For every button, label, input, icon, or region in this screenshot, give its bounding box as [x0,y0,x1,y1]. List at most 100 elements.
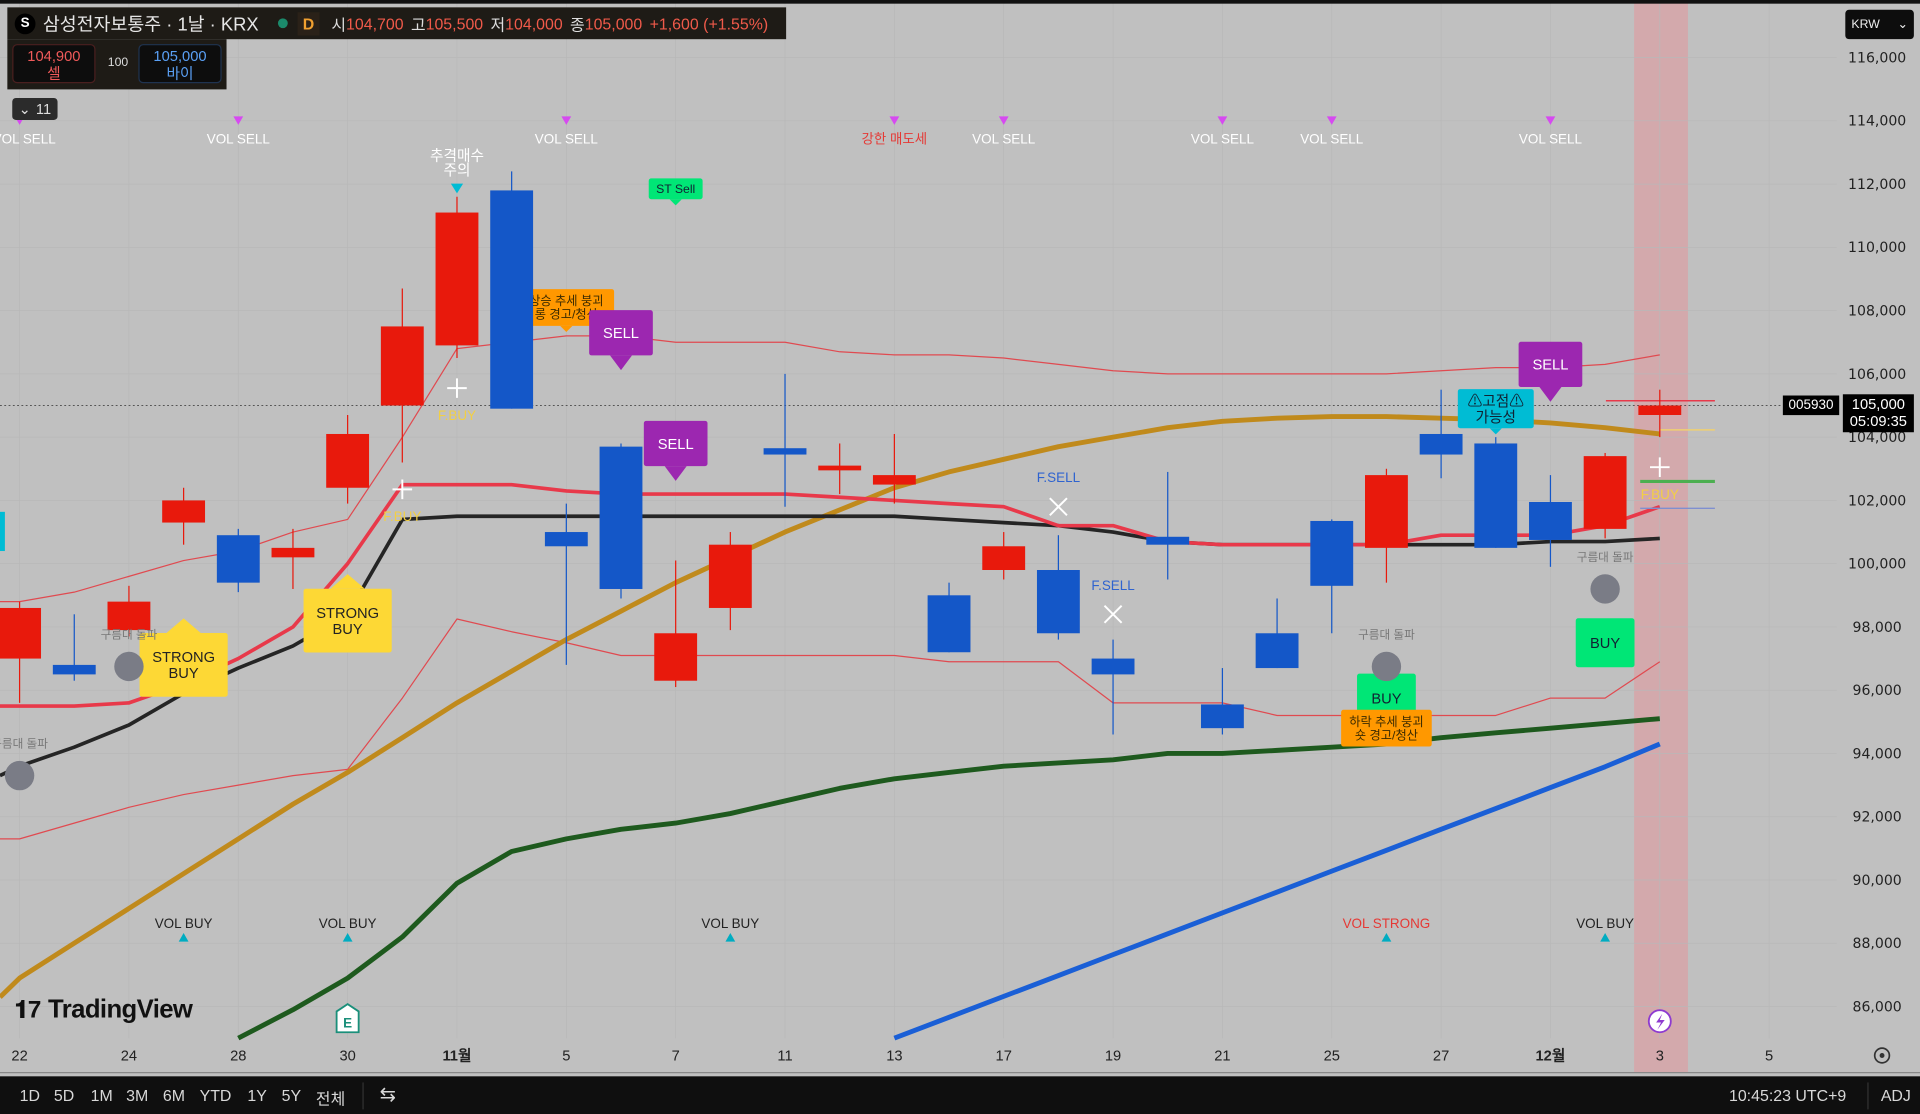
candle [1638,389,1682,438]
candle-body [1146,536,1190,545]
close-label: 종 [570,15,585,34]
tradingview-mark-icon: 𝟏7 [14,996,42,1024]
candle-body [763,448,807,455]
earnings-icon [335,1002,360,1034]
y-tick-label: 100,000 [1848,557,1906,573]
candle [1419,389,1463,479]
currency-select[interactable]: KRW ⌄ [1845,9,1914,40]
candle-body [0,607,42,659]
sell-signal: SELL [643,420,708,481]
plus-icon [392,479,413,500]
x-tick-label: 24 [121,1048,137,1064]
trend-break-warning-label: 롱 경고/청산 [535,308,598,322]
vol-buy-triangle [1600,933,1611,942]
candle [1255,598,1299,669]
cloud-breakout-dot [1371,651,1402,682]
candle [1036,535,1080,640]
candle [1365,468,1408,583]
sell-signal-box [589,310,653,356]
candle [872,433,916,504]
candle-body [982,546,1026,571]
date-range-icon[interactable]: ⇆ [379,1084,397,1106]
x-tick-label: 11월 [442,1047,471,1064]
buy-button[interactable]: 105,000 바이 [138,44,222,84]
range-3m[interactable]: 3M [126,1086,149,1105]
y-tick-label: 92,000 [1853,810,1902,826]
vol-sell-triangle [1217,116,1228,125]
y-tick-label: 112,000 [1848,177,1906,193]
range-all[interactable]: 전체 [315,1089,346,1109]
st-sell-signal-pointer [669,199,682,206]
vol-sell-label: VOL SELL [1191,131,1255,146]
plus-icon [447,378,467,398]
tradingview-logo[interactable]: 𝟏7 TradingView [15,996,193,1025]
candle [818,443,862,495]
candle [1091,639,1135,735]
quantity[interactable]: 100 [107,56,129,70]
sell-signal: SELL [1518,341,1583,402]
plus-icon [1650,457,1670,477]
candle-body [1583,456,1627,529]
adjust-toggle[interactable]: ADJ [1880,1086,1911,1105]
trend-break-warning-label: 숏 경고/청산 [1355,728,1418,742]
trend-break-warning: 하락 추세 붕괴숏 경고/청산 [1341,709,1432,747]
candle-body [544,532,588,547]
fbuy-label: F.BUY [383,509,421,524]
chevron-down-icon: ⌄ [1897,17,1908,32]
x-tick-label: 30 [339,1048,355,1064]
settings-gear-icon [1873,1047,1891,1064]
vol-sell-label: 강한 매도세 [862,131,928,146]
high-label: 고 [410,15,426,34]
low-value: 104,000 [505,14,563,33]
candle [0,601,42,703]
vol-sell-label: VOL SELL [0,131,56,146]
indicator-count: 11 [35,100,52,118]
candle-body [1529,501,1572,540]
candle-body [162,500,206,523]
candle-body [216,535,260,583]
range-1d[interactable]: 1D [19,1086,40,1105]
trend-break-warning: 상승 추세 붕괴롱 경고/청산 [518,289,615,332]
strong-buy-signal-box [303,588,392,653]
strong-buy-signal-box [139,633,228,697]
y-tick-label: 90,000 [1853,873,1902,889]
candle [52,614,96,681]
range-6m[interactable]: 6M [162,1086,185,1105]
vol-buy-triangle [725,933,736,942]
range-5y[interactable]: 5Y [281,1086,302,1105]
candle-body [107,601,151,631]
sell-button[interactable]: 104,900 셀 [12,44,96,84]
candle [599,443,643,599]
bar-countdown: 05:09:35 [1849,412,1907,430]
sell-signal-pointer [1539,387,1562,402]
candle-body [599,446,643,589]
range-ytd[interactable]: YTD [199,1086,232,1105]
candle [982,532,1026,580]
range-1y[interactable]: 1Y [247,1086,267,1105]
indicator-collapse-button[interactable]: ⌄ 11 [12,97,58,121]
strong-buy-signal-label: BUY [169,666,199,682]
symbol-header: S 삼성전자보통주 · 1날 · KRX D 시 104,700 고 105,500… [7,7,787,40]
candle-body [872,475,916,485]
buy-price: 105,000 [153,47,207,65]
vol-buy-triangle [342,933,353,942]
range-5d[interactable]: 5D [53,1086,75,1105]
vol-sell-label: VOL SELL [972,131,1036,146]
candle-body [708,544,752,608]
symbol-logo: S [14,12,36,34]
range-1m[interactable]: 1M [90,1086,113,1105]
candle-body [1255,633,1299,669]
candle [1310,519,1354,634]
candle-body [654,633,698,681]
y-tick-label: 110,000 [1848,240,1906,256]
candle [1474,437,1518,548]
symbol-title[interactable]: 삼성전자보통주 · 1날 · KRX [42,14,259,35]
vol-sell-label: VOL SELL [1300,131,1364,146]
vol-buy-triangle [178,933,189,942]
vol-sell-triangle [1326,116,1337,125]
candle-body [1474,443,1518,548]
cloud-breakout-dot [1590,574,1620,604]
clock-timezone[interactable]: 10:45:23 UTC+9 [1728,1086,1847,1105]
lightning-icon-glyph [1656,1013,1665,1030]
